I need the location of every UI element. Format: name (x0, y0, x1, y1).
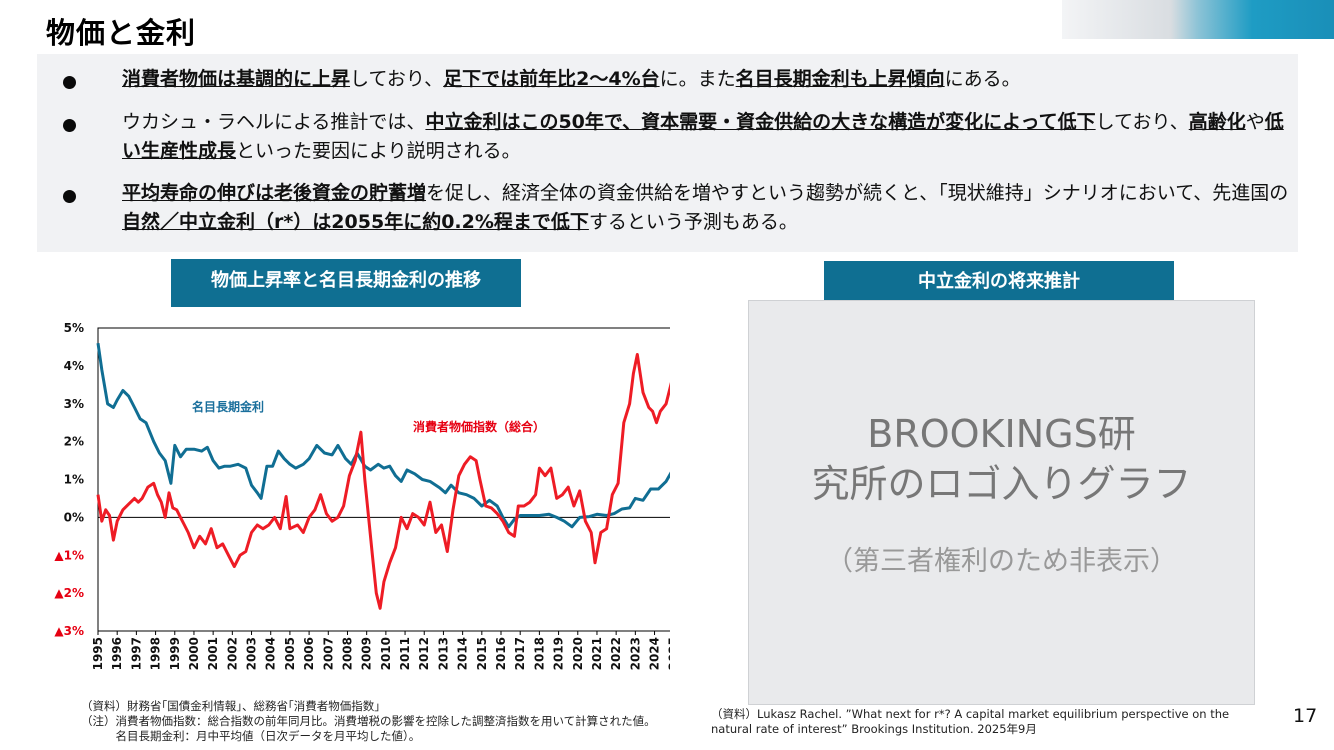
x-tick-label: 2012 (417, 637, 431, 670)
x-tick-label: 2023 (628, 637, 642, 670)
bullet-dot (63, 76, 76, 89)
x-tick-label: 2020 (571, 637, 585, 670)
y-tick-label: 1% (64, 473, 84, 487)
x-tick-label: 2021 (590, 637, 604, 670)
header-decoration (1062, 0, 1334, 39)
x-tick-label: 2004 (264, 637, 278, 670)
series-label: 消費者物価指数（総合） (413, 419, 545, 434)
x-tick-label: 2013 (436, 637, 450, 670)
x-tick-label: 2022 (609, 637, 623, 670)
x-tick-label: 1995 (91, 637, 105, 670)
x-tick-label: 2025 (667, 637, 670, 670)
x-tick-label: 2008 (340, 637, 354, 670)
x-tick-label: 2011 (398, 637, 412, 670)
x-tick-label: 2002 (225, 637, 239, 670)
x-tick-label: 2009 (360, 637, 374, 670)
y-tick-label: 5% (64, 321, 84, 335)
series-line-1 (96, 353, 670, 610)
note-line: （注）消費者物価指数：総合指数の前年同月比。消費増税の影響を控除した調整済指数を… (81, 714, 656, 728)
x-tick-label: 2001 (206, 637, 220, 670)
right-source: （資料）Lukasz Rachel. ”What next for r*? A … (711, 707, 1230, 736)
x-tick-label: 2024 (648, 637, 662, 670)
x-tick-label: 2007 (321, 637, 335, 670)
x-tick-label: 2015 (475, 637, 489, 670)
x-tick-label: 2016 (494, 637, 508, 670)
right-chart-header: 中立金利の将来推計 (824, 261, 1174, 300)
bullet-text: 平均寿命の伸びは老後資金の貯蓄増を促し、経済全体の資金供給を増やすという趨勢が続… (122, 182, 1289, 233)
summary-panel: 消費者物価は基調的に上昇しており、足下では前年比2～4%台に。また名目長期金利も… (37, 54, 1298, 252)
x-tick-label: 2014 (456, 637, 470, 670)
page-number: 17 (1293, 705, 1318, 727)
series-label: 名目長期金利 (192, 399, 264, 414)
x-tick-label: 1997 (129, 637, 143, 670)
cpi-yield-chart: 5% 4% 3% 2% 1% 0% ▲1% ▲2% ▲3% 1995 1996 1997 1998 199… (54, 321, 670, 670)
logo-placeholder-text: BROOKINGS研 究所のロゴ入りグラフ (749, 409, 1254, 509)
left-notes: （資料）財務省｢国債金利情報｣、総務省｢消費者物価指数｣ （注）消費者物価指数：… (81, 699, 721, 744)
y-tick-label: ▲1% (54, 548, 84, 562)
x-tick-label: 2017 (513, 637, 527, 670)
left-chart-header: 物価上昇率と名目長期金利の推移 (171, 259, 521, 307)
x-tick-label: 2010 (379, 637, 393, 670)
x-tick-label: 2003 (245, 637, 259, 670)
bullet-dot (63, 190, 76, 203)
x-tick-label: 2006 (302, 637, 316, 670)
x-tick-label: 2000 (187, 637, 201, 670)
x-tick-label: 1996 (110, 637, 124, 670)
x-tick-label: 2018 (532, 637, 546, 670)
y-tick-label: 3% (64, 397, 84, 411)
logo-placeholder-note: （第三者権利のため非表示） (826, 546, 1177, 577)
x-tick-label: 1998 (149, 637, 163, 670)
x-tick-label: 1999 (168, 637, 182, 670)
note-line: （資料）財務省｢国債金利情報｣、総務省｢消費者物価指数｣ (81, 699, 380, 713)
x-tick-label: 2019 (552, 637, 566, 670)
bullet-text: 消費者物価は基調的に上昇しており、足下では前年比2～4%台に。また名目長期金利も… (122, 68, 1021, 90)
y-tick-label: 4% (64, 359, 84, 373)
logo-placeholder: BROOKINGS研 究所のロゴ入りグラフ （第三者権利のため非表示） (748, 300, 1255, 705)
y-tick-label: ▲3% (54, 624, 84, 638)
page-title: 物価と金利 (46, 16, 197, 50)
x-tick-label: 2005 (283, 637, 297, 670)
y-tick-label: ▲2% (54, 586, 84, 600)
logo-line: BROOKINGS研 究所のロゴ入りグラフ (811, 412, 1192, 506)
note-line: 名目長期金利：月中平均値（日次データを月平均した値）。 (81, 729, 421, 743)
bullet-dot (63, 119, 76, 132)
y-tick-label: 0% (64, 510, 84, 524)
bullet-text: ウカシュ・ラヘルによる推計では、中立金利はこの50年で、資本需要・資金供給の大き… (122, 111, 1284, 162)
y-tick-label: 2% (64, 435, 84, 449)
